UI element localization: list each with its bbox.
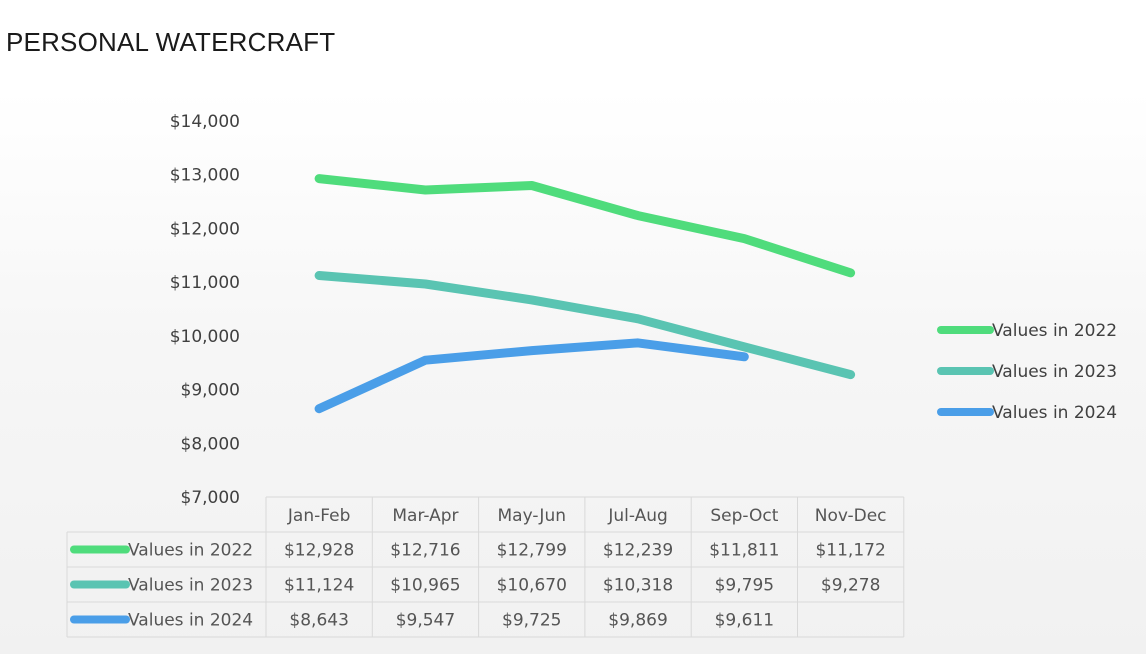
table-cell-value: $9,795 — [715, 576, 774, 596]
table-cell-value: $9,611 — [715, 611, 774, 631]
page-title: PERSONAL WATERCRAFT — [6, 27, 336, 57]
table-cell-value: $9,869 — [608, 611, 667, 631]
x-category-label: May-Jun — [498, 506, 567, 526]
table-cell-value: $11,124 — [284, 576, 354, 596]
y-tick-label: $9,000 — [181, 381, 240, 401]
table-cell-value: $12,716 — [390, 541, 460, 561]
series-line — [314, 271, 856, 380]
x-category-label: Sep-Oct — [710, 506, 778, 526]
legend-label: Values in 2022 — [992, 321, 1117, 341]
table-cell-value: $9,725 — [502, 611, 561, 631]
table-cell-value: $11,172 — [815, 541, 885, 561]
series-line — [314, 338, 749, 414]
table-cell-value: $12,239 — [603, 541, 673, 561]
table-cell-value: $11,811 — [709, 541, 779, 561]
y-tick-label: $8,000 — [181, 434, 240, 454]
table-cell-value: $8,643 — [289, 611, 348, 631]
y-axis: $7,000 $8,000 $9,000 $10,000 $11,000 $12,000 $… — [170, 112, 240, 508]
legend-label: Values in 2024 — [992, 403, 1117, 423]
x-category-label: Nov-Dec — [815, 506, 887, 526]
table-series-label: Values in 2024 — [128, 611, 253, 631]
y-tick-label: $11,000 — [170, 273, 240, 293]
table-cell-value: $12,928 — [284, 541, 354, 561]
legend: Values in 2022 Values in 2023 Values in 20… — [937, 321, 1117, 423]
y-tick-label: $12,000 — [170, 219, 240, 239]
table-cell-value: $10,318 — [603, 576, 673, 596]
y-tick-label: $14,000 — [170, 112, 240, 132]
x-category-label: Jan-Feb — [287, 506, 350, 526]
series-lines — [314, 174, 856, 414]
table-series-label: Values in 2022 — [128, 541, 253, 561]
table-cell-value: $9,278 — [821, 576, 880, 596]
y-tick-label: $13,000 — [170, 166, 240, 186]
table-cell-value: $9,547 — [396, 611, 455, 631]
data-table: Jan-Feb Mar-Apr May-Jun Jul-Aug Sep-Oct Nov-D… — [66, 496, 905, 638]
legend-label: Values in 2023 — [992, 362, 1117, 382]
table-cell-value: $12,799 — [497, 541, 567, 561]
x-category-label: Mar-Apr — [392, 506, 458, 526]
table-cell-value: $10,670 — [497, 576, 567, 596]
y-tick-label: $10,000 — [170, 327, 240, 347]
y-tick-label: $7,000 — [181, 488, 240, 508]
series-line — [314, 174, 856, 278]
table-cell-value: $10,965 — [390, 576, 460, 596]
x-category-label: Jul-Aug — [607, 506, 667, 526]
table-series-label: Values in 2023 — [128, 576, 253, 596]
